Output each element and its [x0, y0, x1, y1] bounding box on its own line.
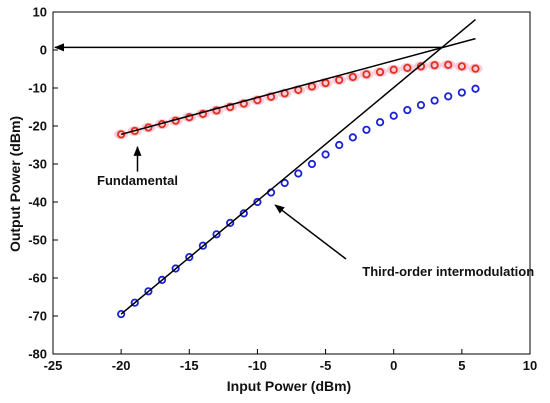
fundamental-point: [416, 62, 426, 71]
x-tick-label: 10: [523, 358, 537, 373]
fundamental-fit-line: [120, 37, 476, 136]
y-tick-label: 0: [40, 43, 47, 58]
x-tick-label: -25: [44, 358, 63, 373]
x-axis-label: Input Power (dBm): [227, 378, 351, 394]
y-tick-label: -40: [28, 195, 47, 210]
imd3-point: [471, 84, 480, 93]
imd3-point: [375, 118, 385, 127]
plot-area: -25 -20 -15 -10 -5 0 5 10-80-70-60-50-40-30-20-…: [28, 5, 537, 374]
imd3-point: [335, 140, 344, 150]
imd3-point: [416, 101, 426, 110]
imd3-point: [348, 133, 357, 142]
fundamental-point: [403, 63, 412, 72]
fundamental-point: [471, 64, 480, 73]
fundamental-halo: [468, 63, 483, 74]
fundamental-point: [389, 65, 398, 74]
fundamental-point: [117, 130, 126, 139]
imd3-point: [457, 88, 466, 97]
fundamental-point: [239, 99, 248, 108]
fundamental-point: [362, 70, 371, 79]
imd3-point: [185, 253, 194, 262]
fundamental-annotation-label: Fundamental: [97, 173, 178, 188]
y-tick-label: 10: [33, 5, 47, 20]
y-tick-label: -10: [28, 81, 47, 96]
y-tick-label: -80: [28, 347, 47, 362]
x-tick-label: 5: [458, 358, 465, 373]
imd3-point: [198, 241, 208, 250]
x-tick-label: -15: [180, 358, 199, 373]
imd3-fit-line: [120, 19, 476, 315]
fundamental-point: [335, 75, 344, 85]
imd3-point: [280, 178, 289, 188]
fundamental-halo: [332, 75, 347, 86]
y-axis-label: Output Power (dBm): [7, 116, 23, 252]
fundamental-halo: [345, 71, 360, 82]
fundamental-point: [375, 67, 385, 77]
imd3-point: [171, 264, 180, 273]
imd3-point: [253, 197, 262, 207]
fundamental-point: [444, 60, 453, 69]
imd3-point: [403, 105, 412, 115]
fundamental-halo: [441, 59, 456, 70]
fundamental-halo: [427, 60, 442, 71]
imd3-annotation-label: Third-order intermodulation: [362, 264, 534, 279]
fundamental-point: [457, 62, 466, 71]
y-tick-label: -30: [28, 157, 47, 172]
imd3-point: [130, 298, 139, 307]
fundamental-halo: [400, 62, 415, 73]
y-tick-label: -50: [28, 233, 47, 248]
fundamental-point: [348, 72, 357, 82]
fundamental-point: [430, 61, 439, 70]
fundamental-halo: [386, 64, 401, 75]
x-tick-label: 0: [390, 358, 397, 373]
imd3-point: [444, 92, 453, 101]
fundamental-halo: [114, 129, 129, 140]
imd3-point: [212, 230, 221, 239]
imd3-point: [362, 125, 371, 134]
imd3-point: [321, 150, 330, 159]
imd3-point: [294, 169, 303, 178]
y-tick-label: -60: [28, 271, 47, 286]
axes-frame: [52, 11, 531, 355]
imd3-point: [226, 218, 235, 227]
y-tick-label: -20: [28, 119, 47, 134]
fundamental-halo: [413, 61, 428, 72]
fundamental-halo: [373, 67, 388, 78]
imd3-point: [430, 96, 439, 105]
fundamental-halo: [236, 98, 251, 109]
imd3-point: [117, 309, 126, 319]
fundamental-halo: [359, 69, 374, 80]
x-tick-label: -20: [112, 358, 131, 373]
imd3-point: [307, 159, 317, 169]
fundamental-point: [212, 106, 221, 115]
imd3-point: [389, 111, 398, 120]
fundamental-halo: [250, 95, 265, 106]
imd3-annotation-arrow: [274, 204, 347, 260]
y-tick-label: -70: [28, 309, 47, 324]
x-tick-label: -10: [248, 358, 267, 373]
x-tick-label: -5: [320, 358, 332, 373]
imd3-point: [239, 209, 248, 218]
fundamental-point: [226, 102, 235, 112]
imd3-point: [144, 287, 153, 296]
imd3-point: [157, 275, 167, 284]
fundamental-halo: [454, 61, 469, 72]
